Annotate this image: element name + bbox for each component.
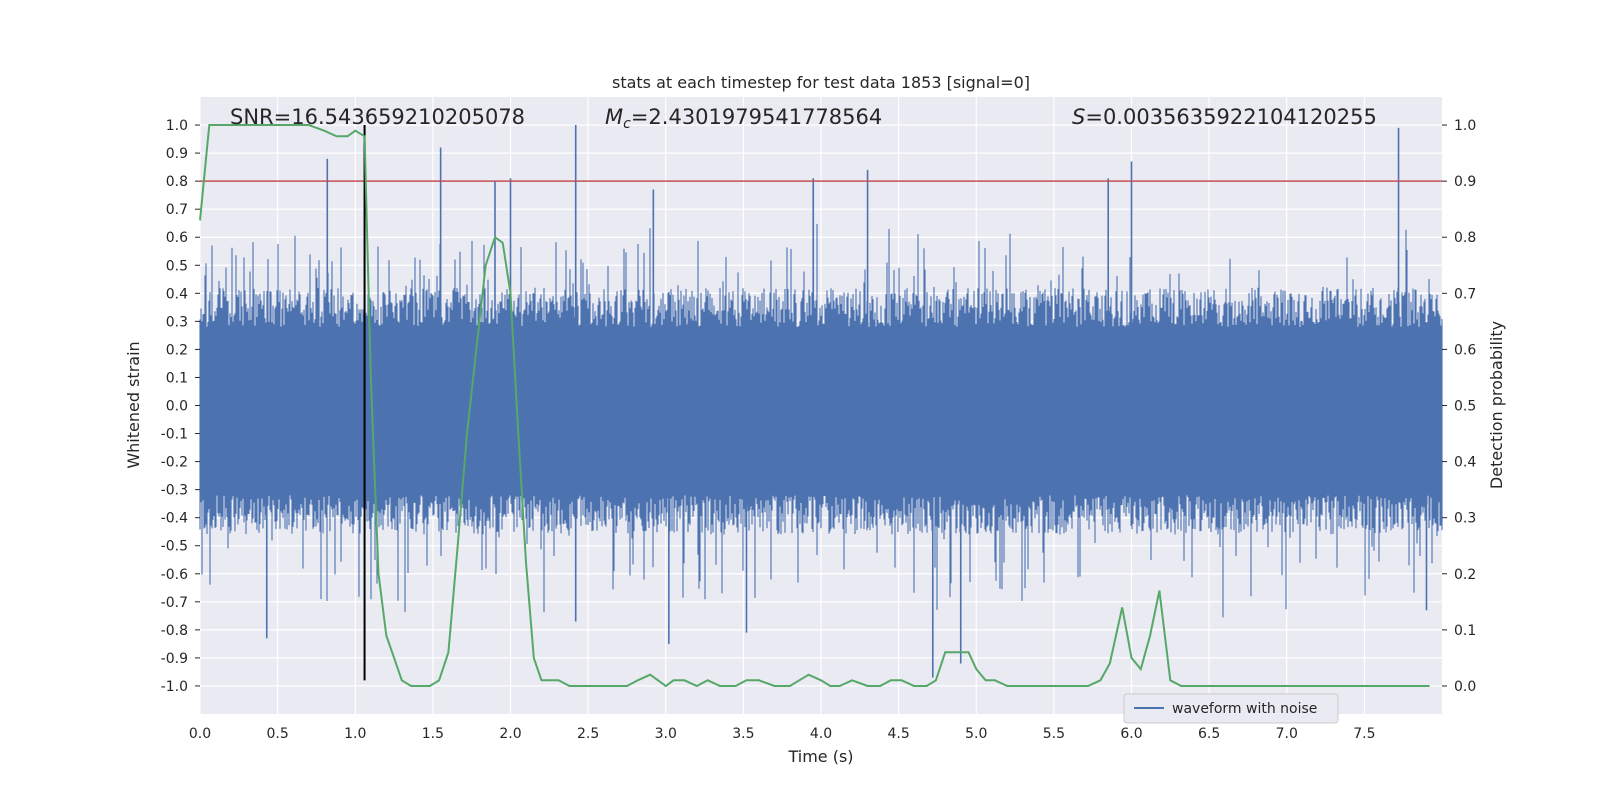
detection-probability-line [199, 124, 1430, 688]
x-tick-label: 2.5 [577, 726, 599, 742]
y2-tick-label: 0.0 [1454, 679, 1476, 695]
y2-tick-label: 0.8 [1454, 230, 1476, 246]
s-annotation: S=0.0035635922104120255 [1072, 105, 1377, 129]
y-tick-label: -0.7 [161, 595, 188, 611]
y-tick-label: -1.0 [161, 679, 188, 695]
x-tick-label: 0.5 [266, 726, 288, 742]
y-tick-label: 0.7 [166, 202, 188, 218]
s-symbol: S [1072, 105, 1085, 129]
y-tick-label: -0.2 [161, 455, 188, 471]
y2-tick-label: 1.0 [1454, 118, 1476, 134]
x-tick-label: 1.5 [422, 726, 444, 742]
s-value: =0.0035635922104120255 [1085, 105, 1377, 129]
y-tick-label: 0.8 [166, 174, 188, 190]
y2-tick-label: 0.7 [1454, 286, 1476, 302]
y-tick-label: -0.9 [161, 651, 188, 667]
x-tick-label: 0.0 [189, 726, 211, 742]
legend-label: waveform with noise [1172, 701, 1317, 717]
waveform-with-noise-series [199, 125, 1443, 678]
snr-annotation: SNR=16.543659210205078 [230, 105, 525, 129]
x-tick-label: 1.0 [344, 726, 366, 742]
x-tick-label: 5.0 [965, 726, 987, 742]
chart-title: stats at each timestep for test data 185… [612, 73, 1030, 92]
y-tick-label: 0.1 [166, 370, 188, 386]
y2-tick-label: 0.2 [1454, 567, 1476, 583]
x-tick-label: 2.0 [499, 726, 521, 742]
x-tick-label: 7.0 [1276, 726, 1298, 742]
y-tick-label: -0.8 [161, 623, 188, 639]
x-axis-label: Time (s) [787, 747, 853, 766]
legend-box [1123, 693, 1339, 724]
y-tick-label: 0.4 [166, 286, 188, 302]
y-tick-label: 0.3 [166, 314, 188, 330]
y-axis-label: Whitened strain [124, 341, 143, 468]
x-tick-label: 7.5 [1353, 726, 1375, 742]
y-tick-label: 0.6 [166, 230, 188, 246]
y-tick-label: -0.1 [161, 427, 188, 443]
waveform-noise-core [200, 349, 1442, 462]
y-tick-label: -0.6 [161, 567, 188, 583]
y2-tick-label: 0.1 [1454, 623, 1476, 639]
y-tick-label: 0.0 [166, 399, 188, 415]
chirp-mass-subscript: c [623, 116, 631, 132]
x-tick-label: 3.0 [655, 726, 677, 742]
y2-tick-label: 0.5 [1454, 399, 1476, 415]
x-tick-label: 6.5 [1198, 726, 1220, 742]
y-tick-label: 0.2 [166, 342, 188, 358]
y-tick-label: -0.3 [161, 483, 188, 499]
overlay [199, 124, 1442, 688]
x-tick-label: 4.0 [810, 726, 832, 742]
y-tick-label: -0.4 [161, 511, 188, 527]
y-tick-label: -0.5 [161, 539, 188, 555]
y-tick-label: 0.9 [166, 146, 188, 162]
x-tick-label: 6.0 [1120, 726, 1142, 742]
chirp-mass-symbol: M [605, 105, 623, 129]
y2-axis-label: Detection probability [1487, 321, 1506, 489]
x-tick-label: 4.5 [887, 726, 909, 742]
y2-tick-label: 0.6 [1454, 342, 1476, 358]
ticks: 0.0 0.5 1.0 1.5 2.0 2.5 3.0 3.5 4.0 4.5 5.0 5.5 6.0 6… [161, 118, 1477, 742]
chirp-mass-annotation: Mc=2.4301979541778564 [605, 105, 882, 132]
y2-tick-label: 0.9 [1454, 174, 1476, 190]
y2-tick-label: 0.4 [1454, 455, 1476, 471]
y2-tick-label: 0.3 [1454, 511, 1476, 527]
legend: waveform with noise [1123, 693, 1339, 724]
y-tick-label: 1.0 [166, 118, 188, 134]
x-tick-label: 3.5 [732, 726, 754, 742]
y-tick-label: 0.5 [166, 258, 188, 274]
x-tick-label: 5.5 [1043, 726, 1065, 742]
chirp-mass-value: =2.4301979541778564 [631, 105, 882, 129]
